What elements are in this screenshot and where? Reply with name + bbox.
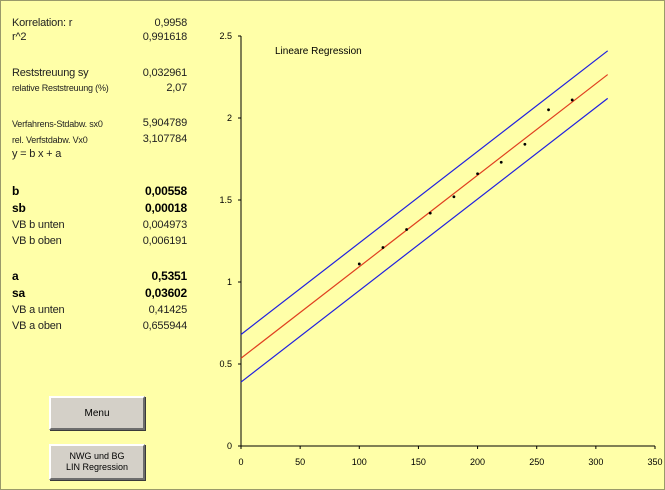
- sb-label: sb: [12, 201, 26, 215]
- r2-value: 0,991618: [142, 31, 187, 43]
- x-tick-label: 350: [647, 457, 662, 467]
- y-tick-label: 0.5: [219, 359, 232, 369]
- data-point: [381, 246, 385, 249]
- a-label: a: [12, 269, 19, 283]
- data-point: [499, 160, 503, 164]
- menu-button-label: Menu: [84, 407, 110, 419]
- menu-button[interactable]: Menu: [49, 396, 145, 430]
- vb-a-oben-value: 0,655944: [142, 320, 187, 332]
- chart-title: Lineare Regression: [275, 46, 362, 57]
- verfahrens-stdabw-label: Verfahrens-Stdabw. sx0: [12, 119, 103, 129]
- rel-reststreuung-label: relative Reststreuung (%): [12, 83, 109, 93]
- sa-label: sa: [12, 286, 25, 300]
- sb-value: 0,00018: [145, 201, 187, 215]
- data-point: [428, 211, 432, 215]
- vb-b-unten-value: 0,004973: [142, 219, 187, 231]
- nwg-lin-regression-button[interactable]: NWG und BG LIN Regression: [49, 444, 145, 480]
- data-point: [523, 142, 527, 146]
- y-tick-label: 1: [227, 277, 232, 287]
- x-tick-label: 0: [238, 457, 243, 467]
- x-tick-label: 250: [529, 457, 544, 467]
- x-tick-label: 50: [295, 457, 305, 467]
- sa-value: 0,03602: [145, 286, 187, 300]
- reststreuung-label: Reststreuung sy: [12, 67, 89, 79]
- y-tick-label: 0: [227, 441, 232, 451]
- vb-b-oben-value: 0,006191: [142, 235, 187, 247]
- data-point: [476, 172, 479, 176]
- chart-series: [240, 50, 609, 383]
- x-tick-label: 150: [411, 457, 426, 467]
- regression-line: [240, 74, 609, 359]
- verfahrens-stdabw-value: 5,904789: [142, 117, 187, 129]
- vb-b-oben-label: VB b oben: [12, 235, 62, 247]
- data-point: [452, 195, 456, 199]
- chart-axes: 0 0.5 1 1.5 2 2.5 0 50 100 150 200 250 300 350: [219, 31, 662, 467]
- b-label: b: [12, 184, 20, 198]
- r2-label: r^2: [12, 31, 27, 43]
- rel-reststreuung-value: 2,07: [166, 82, 187, 94]
- vb-b-unten-label: VB b unten: [12, 219, 65, 231]
- b-value: 0,00558: [145, 184, 187, 198]
- regression-chart: 0 0.5 1 1.5 2 2.5 0 50 100 150 200 250 300 350 Linear…: [219, 31, 662, 467]
- data-point: [405, 228, 408, 231]
- a-value: 0,5351: [151, 269, 187, 283]
- nwg-button-label-line2: LIN Regression: [65, 462, 129, 472]
- vb-a-oben-label: VB a oben: [12, 320, 62, 332]
- korrelation-label: Korrelation: r: [12, 17, 73, 29]
- reststreuung-value: 0,032961: [142, 67, 187, 79]
- lower-confidence-line: [240, 97, 609, 383]
- nwg-button-label-line1: NWG und BG: [69, 451, 125, 461]
- vb-a-unten-value: 0,41425: [148, 304, 188, 316]
- y-tick-label: 2.5: [219, 31, 232, 41]
- regression-equation: y = b x + a: [12, 148, 62, 160]
- upper-confidence-line: [240, 50, 609, 335]
- data-point: [357, 262, 361, 266]
- x-tick-label: 300: [588, 457, 603, 467]
- y-tick-label: 1.5: [219, 195, 232, 205]
- rel-verfstdabw-label: rel. Verfstdabw. Vx0: [12, 135, 88, 145]
- rel-verfstdabw-value: 3,107784: [142, 133, 187, 145]
- data-point: [570, 98, 574, 102]
- vb-a-unten-label: VB a unten: [12, 304, 65, 316]
- x-tick-label: 100: [352, 457, 367, 467]
- x-tick-label: 200: [470, 457, 485, 467]
- y-tick-label: 2: [227, 113, 232, 123]
- korrelation-value: 0,9958: [154, 17, 188, 29]
- data-point: [547, 108, 550, 112]
